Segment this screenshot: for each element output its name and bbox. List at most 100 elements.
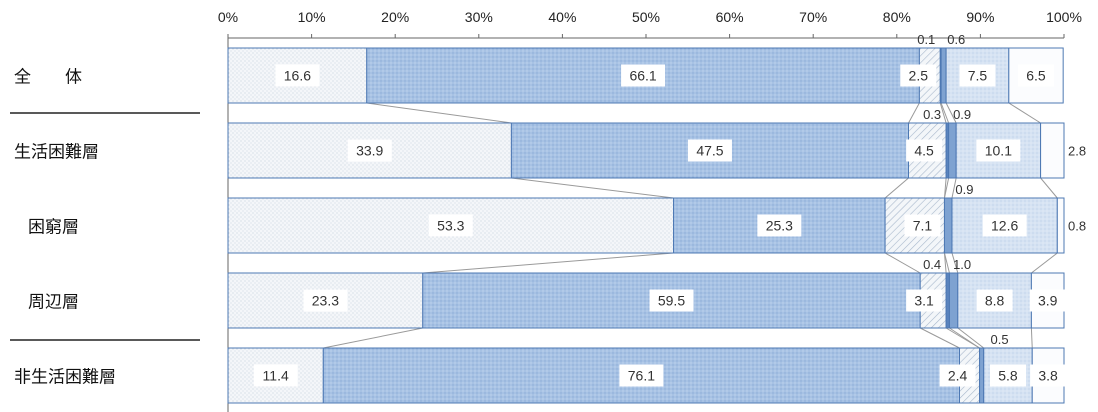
- bar-segment: [948, 272, 959, 329]
- data-label: 10.1: [985, 143, 1012, 159]
- data-label: 33.9: [356, 143, 383, 159]
- data-label-bg: [939, 364, 976, 387]
- connector-line: [908, 102, 920, 124]
- data-label: 3.8: [1038, 368, 1058, 384]
- connector-line: [943, 252, 950, 274]
- data-label-bg: [428, 214, 473, 237]
- data-label: 0.1: [917, 32, 935, 47]
- connector-line: [957, 327, 985, 349]
- data-label-bg: [1029, 289, 1066, 312]
- data-label-bg: [959, 64, 996, 87]
- data-label: 2.5: [909, 68, 929, 84]
- x-tick-label: 20%: [381, 9, 409, 25]
- data-label-bg: [649, 289, 694, 312]
- data-label-bg: [619, 364, 664, 387]
- data-label: 25.3: [766, 218, 793, 234]
- connector-line: [951, 252, 959, 274]
- connector-line: [951, 177, 957, 199]
- x-tick-label: 10%: [298, 9, 326, 25]
- data-label: 0.9: [953, 107, 971, 122]
- connector-line: [511, 177, 674, 199]
- connector-line: [949, 327, 980, 349]
- connector-line: [945, 102, 957, 124]
- data-label-bg: [275, 64, 320, 87]
- data-label: 0.9: [955, 182, 973, 197]
- connector-line: [919, 327, 960, 349]
- x-tick-label: 80%: [883, 9, 911, 25]
- data-label: 4.5: [914, 143, 934, 159]
- value-labels: 16.6 66.1 2.5 7.5 6.5 0.1 0.6 33.9 47.5 4.5 10.1 2.…: [253, 32, 1086, 387]
- row-label: 生活困難層: [14, 143, 99, 163]
- data-label: 0.6: [947, 32, 965, 47]
- data-label: 7.1: [913, 218, 933, 234]
- data-label: 0.8: [1068, 219, 1086, 234]
- data-label: 2.4: [948, 368, 968, 384]
- data-label: 12.6: [991, 218, 1018, 234]
- connector-line: [943, 252, 947, 274]
- data-label: 23.3: [312, 293, 339, 309]
- data-label: 2.8: [1068, 144, 1086, 159]
- connector-line: [1030, 327, 1033, 349]
- data-label-bg: [989, 364, 1026, 387]
- connector-line: [366, 102, 512, 124]
- bar-segment: [940, 47, 947, 104]
- x-tick-label: 90%: [966, 9, 994, 25]
- data-label-bg: [976, 139, 1021, 162]
- connector-line: [1008, 102, 1041, 124]
- data-label: 0.4: [923, 257, 941, 272]
- connector-line: [940, 102, 950, 124]
- connector-line: [1031, 252, 1058, 274]
- bar-segment: [943, 197, 953, 254]
- row-label: 全 体: [14, 68, 82, 88]
- connector-lines: [323, 102, 1058, 349]
- connector-line: [422, 252, 674, 274]
- data-label: 16.6: [284, 68, 311, 84]
- x-tick-label: 0%: [218, 9, 238, 25]
- data-label: 11.4: [263, 368, 289, 384]
- data-label: 3.1: [914, 293, 934, 309]
- data-label-bg: [982, 214, 1027, 237]
- data-label-bg: [757, 214, 802, 237]
- data-label: 8.8: [985, 293, 1005, 309]
- row-label: 非生活困難層: [14, 368, 116, 388]
- row-label: 困窮層: [28, 218, 79, 238]
- x-tick-label: 60%: [716, 9, 744, 25]
- data-label: 1.0: [953, 257, 971, 272]
- connector-line: [943, 177, 950, 199]
- data-label: 76.1: [628, 368, 655, 384]
- x-tick-label: 40%: [548, 9, 576, 25]
- bar-segment: [948, 122, 957, 179]
- bar-segment: [1040, 122, 1065, 179]
- data-label-bg: [904, 214, 941, 237]
- connector-line: [323, 327, 423, 349]
- bar-segment: [979, 347, 985, 404]
- data-label: 0.3: [923, 107, 941, 122]
- data-label: 47.5: [696, 143, 723, 159]
- data-label-bg: [347, 139, 392, 162]
- data-label: 53.3: [437, 218, 464, 234]
- data-label-bg: [253, 364, 298, 387]
- data-label: 7.5: [968, 68, 988, 84]
- data-label: 0.5: [991, 332, 1009, 347]
- data-label-bg: [621, 64, 666, 87]
- data-label-bg: [976, 289, 1013, 312]
- data-label-bg: [1030, 364, 1067, 387]
- row-label: 周辺層: [28, 293, 79, 313]
- data-label-bg: [900, 64, 937, 87]
- data-label: 6.5: [1026, 68, 1046, 84]
- connector-line: [1040, 177, 1058, 199]
- data-label: 3.9: [1038, 293, 1058, 309]
- x-tick-label: 70%: [799, 9, 827, 25]
- connector-line: [884, 252, 921, 274]
- data-label-bg: [906, 139, 943, 162]
- x-tick-label: 100%: [1046, 9, 1082, 25]
- x-tick-label: 30%: [465, 9, 493, 25]
- bar-segment: [945, 272, 950, 329]
- data-label-bg: [303, 289, 348, 312]
- data-label: 59.5: [658, 293, 685, 309]
- connector-line: [884, 177, 909, 199]
- data-label-bg: [906, 289, 943, 312]
- data-label: 66.1: [629, 68, 656, 84]
